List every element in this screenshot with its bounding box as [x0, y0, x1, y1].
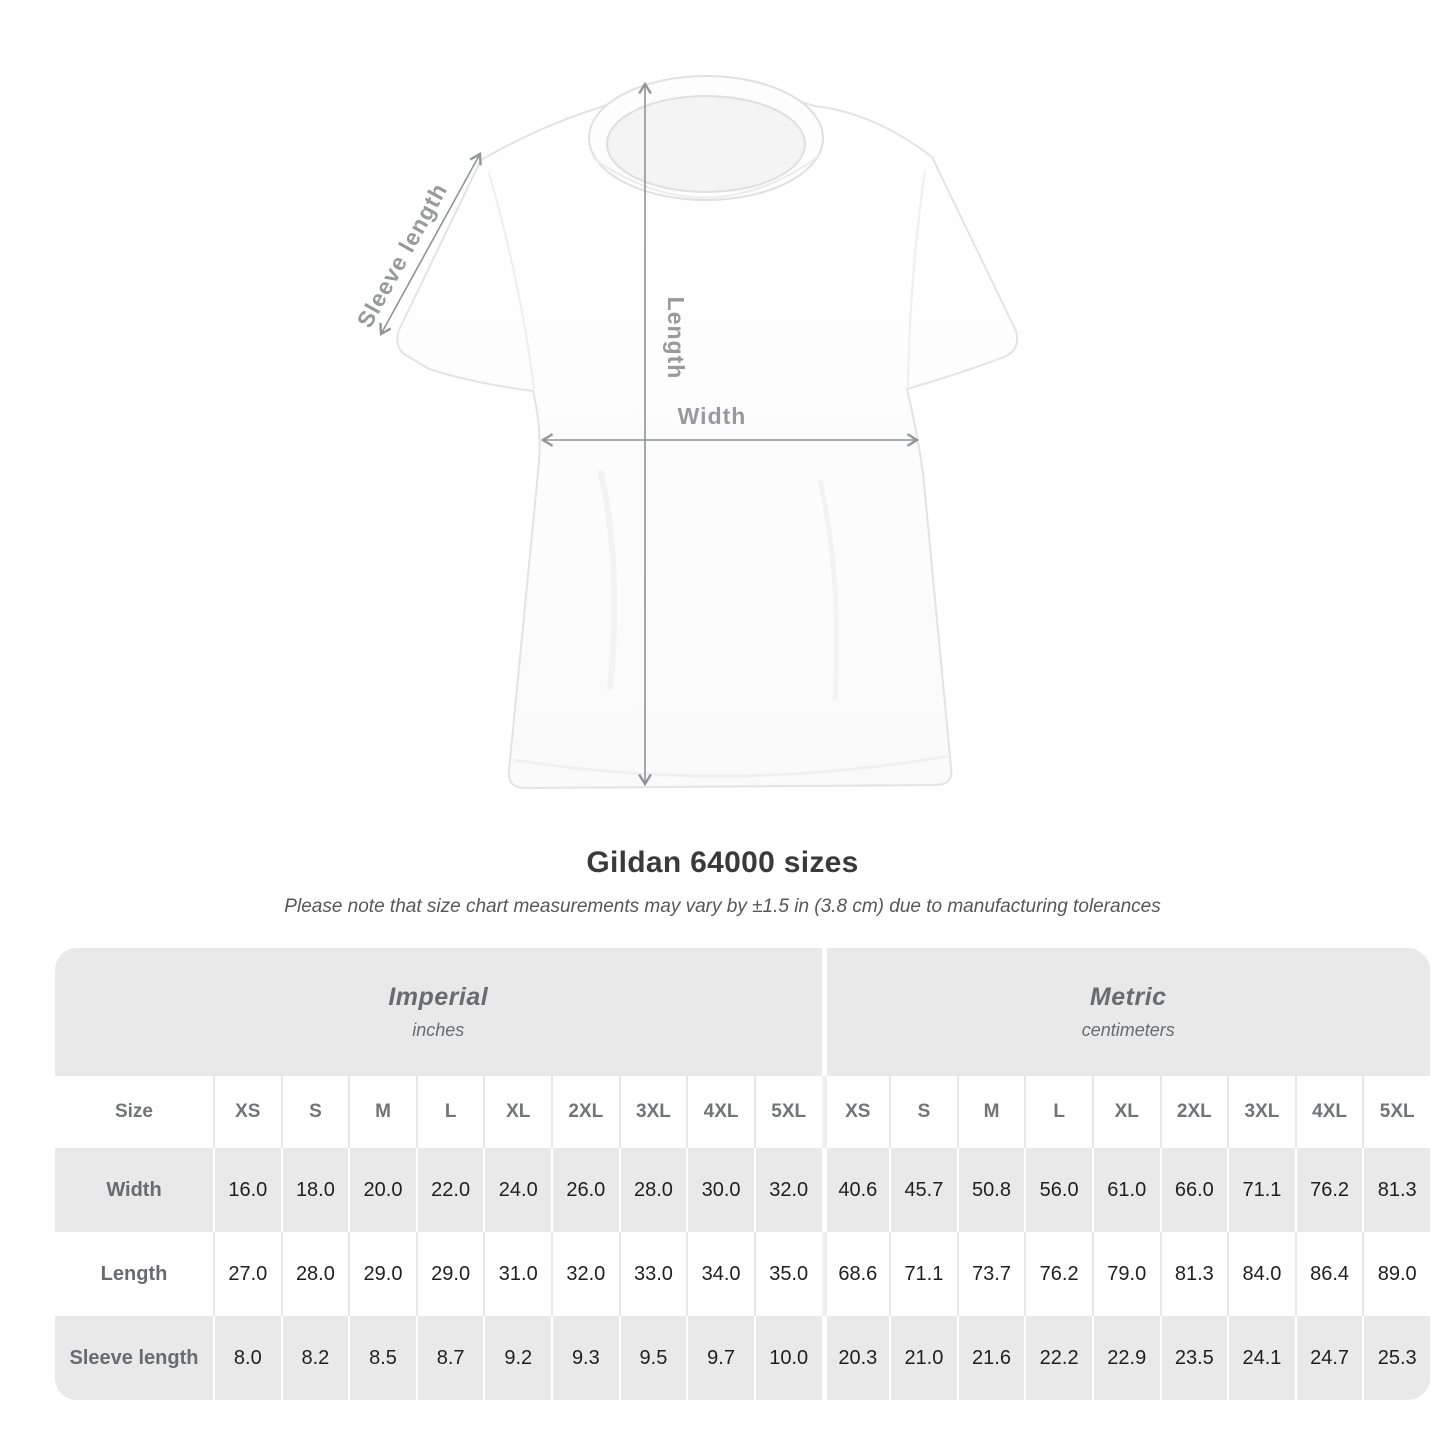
- value-cell: 8.7: [415, 1316, 484, 1400]
- value-cell: 21.0: [889, 1316, 957, 1400]
- row-label-width: Width: [106, 1178, 162, 1201]
- value-cell: 22.2: [1024, 1316, 1092, 1400]
- value-cell: 22.0: [415, 1148, 484, 1232]
- size-col-header-imperial-s: S: [280, 1076, 349, 1148]
- unit-header-row: Imperial inches Metric centimeters: [55, 948, 1430, 1076]
- value-cell: 24.7: [1294, 1316, 1363, 1400]
- size-col-header-metric-2xl: 2XL: [1159, 1076, 1228, 1148]
- tolerance-note: Please note that size chart measurements…: [284, 896, 1161, 917]
- value-cell: 31.0: [483, 1232, 551, 1316]
- value-cell: 28.0: [280, 1232, 349, 1316]
- size-col-header-imperial-l: L: [415, 1076, 484, 1148]
- size-col-header-imperial-m: M: [348, 1076, 416, 1148]
- size-col-header-metric-4xl: 4XL: [1294, 1076, 1363, 1148]
- value-cell: 9.7: [686, 1316, 754, 1400]
- tshirt-illustration: [396, 75, 1019, 789]
- row-label-sleeve-length: Sleeve length: [69, 1346, 199, 1369]
- size-col-header-metric-xs: XS: [821, 1076, 890, 1148]
- size-col-header-imperial-5xl: 5XL: [753, 1076, 822, 1148]
- value-cell: 20.0: [348, 1148, 416, 1232]
- value-cell: 26.0: [551, 1148, 619, 1232]
- value-cell: 24.1: [1227, 1316, 1295, 1400]
- value-cell: 45.7: [889, 1148, 957, 1232]
- value-cell: 32.0: [753, 1148, 822, 1232]
- value-cell: 61.0: [1091, 1148, 1160, 1232]
- row-label-length: Length: [100, 1262, 168, 1285]
- value-cell: 8.0: [213, 1316, 281, 1400]
- value-cell: 30.0: [686, 1148, 754, 1232]
- imperial-header-unit: inches: [412, 1020, 465, 1040]
- value-cell: 23.5: [1159, 1316, 1228, 1400]
- size-col-header-metric-m: M: [956, 1076, 1025, 1148]
- table-row-sleeve-length: Sleeve length 8.0 8.2 8.5 8.7 9.2 9.3 9.5 9.7 10…: [55, 1316, 1430, 1400]
- value-cell: 10.0: [753, 1316, 822, 1400]
- size-col-header-metric-3xl: 3XL: [1227, 1076, 1295, 1148]
- value-cell: 81.3: [1159, 1232, 1228, 1316]
- length-label: Length: [663, 297, 689, 380]
- value-cell: 66.0: [1159, 1148, 1228, 1232]
- size-col-header-metric-xl: XL: [1091, 1076, 1160, 1148]
- imperial-header-name: Imperial: [388, 983, 489, 1011]
- value-cell: 50.8: [956, 1148, 1025, 1232]
- value-cell: 81.3: [1362, 1148, 1430, 1232]
- value-cell: 71.1: [1227, 1148, 1295, 1232]
- metric-header-unit: centimeters: [1081, 1020, 1175, 1040]
- value-cell: 89.0: [1362, 1232, 1430, 1316]
- value-cell: 40.6: [821, 1148, 890, 1232]
- value-cell: 8.5: [348, 1316, 416, 1400]
- size-col-header-imperial-2xl: 2XL: [551, 1076, 619, 1148]
- value-cell: 8.2: [280, 1316, 349, 1400]
- value-cell: 56.0: [1024, 1148, 1092, 1232]
- value-cell: 29.0: [348, 1232, 416, 1316]
- width-label: Width: [678, 403, 747, 429]
- size-col-header-imperial-3xl: 3XL: [618, 1076, 687, 1148]
- value-cell: 9.2: [483, 1316, 551, 1400]
- value-cell: 84.0: [1227, 1232, 1295, 1316]
- value-cell: 29.0: [415, 1232, 484, 1316]
- value-cell: 27.0: [213, 1232, 281, 1316]
- value-cell: 9.5: [618, 1316, 687, 1400]
- table-row-width: Width 16.0 18.0 20.0 22.0 24.0 26.0 28.0 30.0 32…: [55, 1148, 1430, 1232]
- tshirt-diagram: Sleeve length Length Width: [352, 75, 1019, 789]
- value-cell: 34.0: [686, 1232, 754, 1316]
- value-cell: 18.0: [280, 1148, 349, 1232]
- tshirt-svg: Sleeve length Length Width: [352, 75, 1019, 789]
- value-cell: 35.0: [753, 1232, 822, 1316]
- value-cell: 86.4: [1294, 1232, 1363, 1316]
- metric-header: Metric centimeters: [821, 948, 1430, 1076]
- value-cell: 73.7: [956, 1232, 1025, 1316]
- size-col-header-imperial-xl: XL: [483, 1076, 551, 1148]
- value-cell: 76.2: [1024, 1232, 1092, 1316]
- value-cell: 9.3: [551, 1316, 619, 1400]
- length-arrow: Length: [638, 81, 689, 787]
- size-col-header-metric-l: L: [1024, 1076, 1092, 1148]
- size-col-header-metric-5xl: 5XL: [1362, 1076, 1430, 1148]
- width-arrow: Width: [540, 403, 920, 447]
- size-header-row: Size XS S M L XL 2XL 3XL 4XL 5XL XS S M L XL 2XL 3XL 4XL…: [55, 1076, 1430, 1148]
- size-table: Imperial inches Metric centimeters Size …: [55, 948, 1430, 1400]
- value-cell: 33.0: [618, 1232, 687, 1316]
- size-col-header-metric-s: S: [889, 1076, 957, 1148]
- value-cell: 79.0: [1091, 1232, 1160, 1316]
- size-col-header-imperial-4xl: 4XL: [686, 1076, 754, 1148]
- value-cell: 32.0: [551, 1232, 619, 1316]
- value-cell: 21.6: [956, 1316, 1025, 1400]
- size-header-label: Size: [114, 1101, 154, 1122]
- imperial-header: Imperial inches: [55, 948, 822, 1076]
- value-cell: 76.2: [1294, 1148, 1363, 1232]
- page-title: Gildan 64000 sizes: [586, 846, 859, 879]
- value-cell: 24.0: [483, 1148, 551, 1232]
- value-cell: 25.3: [1362, 1316, 1430, 1400]
- value-cell: 22.9: [1091, 1316, 1160, 1400]
- value-cell: 20.3: [821, 1316, 890, 1400]
- value-cell: 71.1: [889, 1232, 957, 1316]
- table-row-length: Length 27.0 28.0 29.0 29.0 31.0 32.0 33.0 34.0 3…: [55, 1232, 1430, 1316]
- metric-header-name: Metric: [1089, 983, 1167, 1011]
- value-cell: 28.0: [618, 1148, 687, 1232]
- value-cell: 68.6: [821, 1232, 890, 1316]
- collar-inner: [606, 95, 806, 193]
- value-cell: 16.0: [213, 1148, 281, 1232]
- size-col-header-imperial-xs: XS: [213, 1076, 281, 1148]
